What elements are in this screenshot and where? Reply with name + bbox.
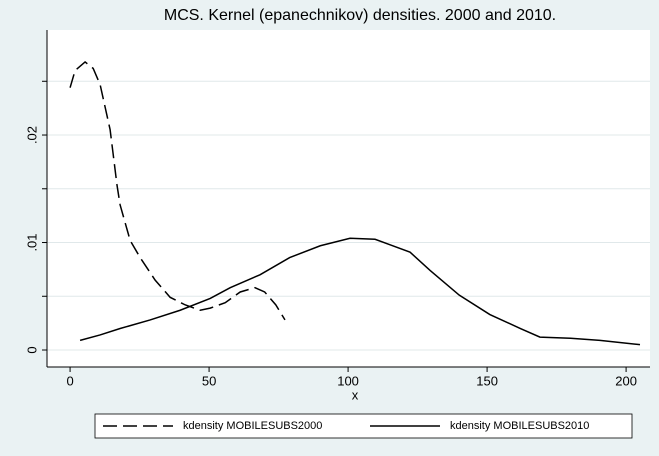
x-tick-label: 50 <box>202 373 216 388</box>
legend-label: kdensity MOBILESUBS2000 <box>183 420 322 432</box>
x-tick-label: 150 <box>476 373 498 388</box>
y-tick-label: .02 <box>24 126 39 144</box>
legend <box>94 413 633 439</box>
line-series <box>79 237 641 346</box>
y-tick-label: 0 <box>24 346 39 353</box>
y-tick-label: .01 <box>24 233 39 251</box>
plot-area <box>47 30 650 367</box>
x-tick-label: 200 <box>615 373 637 388</box>
legend-label: kdensity MOBILESUBS2010 <box>450 420 589 432</box>
x-axis-label: x <box>352 387 359 402</box>
line-series <box>69 60 286 321</box>
x-tick-label: 0 <box>66 373 73 388</box>
x-tick-label: 100 <box>337 373 359 388</box>
chart-title: MCS. Kernel (epanechnikov) densities. 20… <box>164 7 556 24</box>
